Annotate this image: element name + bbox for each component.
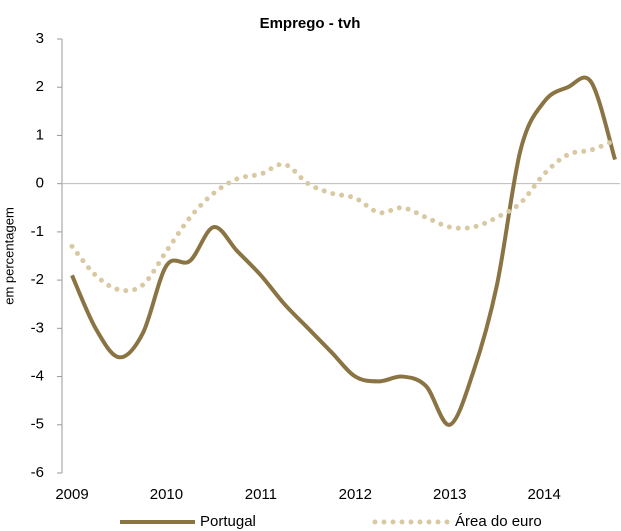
y-tick-label: -6 xyxy=(31,464,44,481)
y-tick-label: -1 xyxy=(31,223,44,240)
x-tick-label: 2012 xyxy=(339,486,372,503)
y-tick-label: 0 xyxy=(36,175,44,192)
y-tick-label: 2 xyxy=(36,78,44,95)
x-tick-label: 2014 xyxy=(527,486,560,503)
x-tick-label: 2011 xyxy=(245,486,277,503)
y-tick-label: 1 xyxy=(36,126,44,143)
series-line xyxy=(69,137,618,294)
y-tick-label: -2 xyxy=(31,271,44,288)
legend-label: Área do euro xyxy=(455,513,542,530)
x-tick-label: 2010 xyxy=(150,486,183,503)
y-tick-label: -3 xyxy=(31,319,44,336)
y-tick-label: -5 xyxy=(31,416,44,433)
chart-title: Emprego - tvh xyxy=(260,15,361,32)
y-tick-label: 3 xyxy=(36,30,44,47)
y-tick-label: -4 xyxy=(31,368,44,385)
x-tick-label: 2013 xyxy=(433,486,466,503)
y-axis-label: em percentagem xyxy=(1,207,16,305)
legend-label: Portugal xyxy=(200,513,256,530)
x-tick-label: 2009 xyxy=(55,486,88,503)
series-line xyxy=(70,75,617,427)
